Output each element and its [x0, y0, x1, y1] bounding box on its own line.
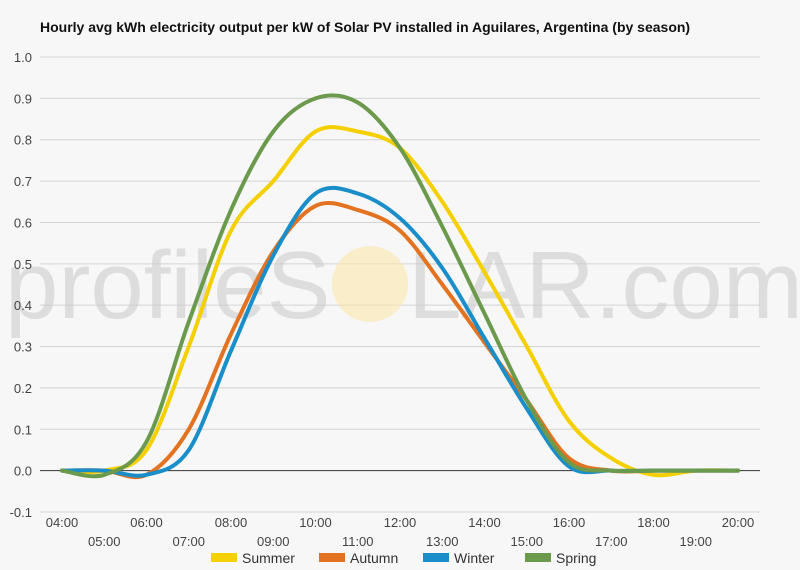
y-tick-label: 0.2 — [14, 381, 32, 396]
legend: Summer Autumn Winter Spring — [211, 550, 596, 566]
x-tick-label: 12:00 — [384, 515, 417, 530]
x-tick-label: 16:00 — [553, 515, 586, 530]
legend-swatch — [319, 553, 345, 562]
legend-swatch — [211, 553, 237, 562]
legend-label: Summer — [242, 550, 295, 566]
y-tick-label: 0.5 — [14, 257, 32, 272]
y-tick-label: 0.8 — [14, 133, 32, 148]
x-tick-label: 20:00 — [722, 515, 755, 530]
y-tick-label: 0.6 — [14, 215, 32, 230]
x-tick-label: 05:00 — [88, 534, 121, 549]
x-tick-label: 10:00 — [299, 515, 332, 530]
x-tick-label: 17:00 — [595, 534, 628, 549]
legend-label: Spring — [556, 550, 596, 566]
y-tick-label: 0.3 — [14, 340, 32, 355]
y-tick-label: 1.0 — [14, 50, 32, 65]
x-axis: 04:00 05:00 06:00 07:00 08:00 09:00 10:00 11:00… — [46, 515, 755, 549]
y-tick-label: -0.1 — [10, 505, 32, 520]
chart-title: Hourly avg kWh electricity output per kW… — [40, 19, 691, 35]
x-tick-label: 11:00 — [342, 534, 374, 549]
x-tick-label: 15:00 — [510, 534, 543, 549]
legend-swatch — [525, 553, 551, 562]
y-tick-label: 0.0 — [14, 464, 32, 479]
x-tick-label: 13:00 — [426, 534, 459, 549]
series-line-spring — [60, 93, 740, 479]
legend-label: Autumn — [350, 550, 398, 566]
watermark-text-left: profileS — [5, 232, 331, 339]
y-tick-label: 0.4 — [14, 298, 32, 313]
x-tick-label: 14:00 — [468, 515, 501, 530]
legend-label: Winter — [454, 550, 495, 566]
series-layer — [60, 93, 740, 480]
x-tick-label: 06:00 — [130, 515, 163, 530]
x-tick-label: 19:00 — [679, 534, 712, 549]
x-tick-label: 07:00 — [172, 534, 205, 549]
grid-layer — [40, 56, 760, 513]
y-tick-label: 0.1 — [14, 422, 32, 437]
x-tick-label: 18:00 — [637, 515, 670, 530]
watermark-sun-icon — [332, 246, 408, 322]
x-tick-label: 04:00 — [46, 515, 79, 530]
y-tick-label: 0.9 — [14, 91, 32, 106]
y-tick-label: 0.7 — [14, 174, 32, 189]
watermark: profileS LAR.com — [5, 232, 800, 339]
watermark-text-right: LAR.com — [408, 232, 800, 339]
x-tick-label: 08:00 — [215, 515, 248, 530]
x-tick-label: 09:00 — [257, 534, 290, 549]
legend-swatch — [423, 553, 449, 562]
